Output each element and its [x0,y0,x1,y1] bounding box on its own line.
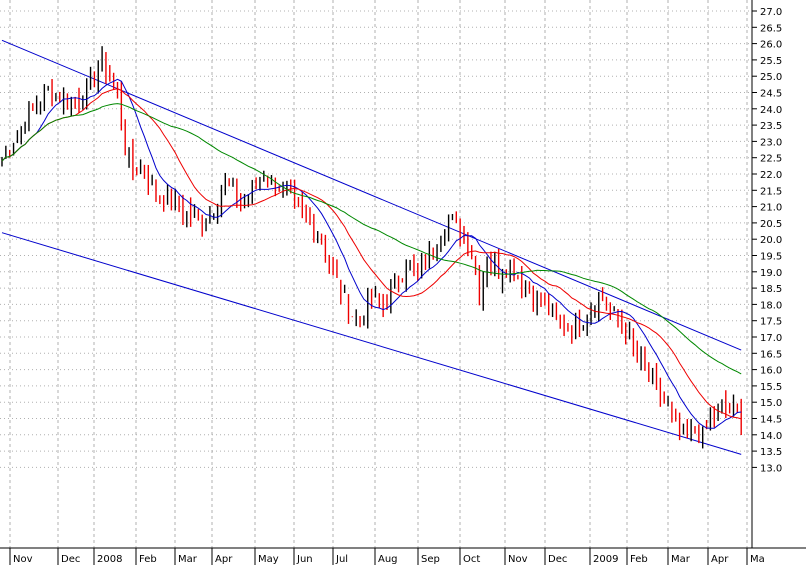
y-tick-label: 17.5 [760,317,782,328]
trend-line-lower [1,232,742,455]
y-tick-label: 19.0 [760,268,782,279]
y-tick-label: 26.0 [760,40,782,51]
y-tick-label: 16.0 [760,366,782,377]
y-tick-label: 24.5 [760,89,782,100]
moving-average-line [1,88,742,420]
x-tick-label: Nov [508,554,528,565]
x-tick-label: Mar [671,554,691,565]
y-tick-label: 20.0 [760,235,782,246]
x-tick-label: Dec [61,554,80,565]
x-tick-label: Ma [750,554,765,565]
y-tick-label: 13.5 [760,447,782,458]
y-tick-label: 15.0 [760,398,782,409]
y-tick-label: 25.5 [760,56,782,67]
x-tick-label: Apr [215,554,233,565]
trend-line-upper [1,39,742,351]
x-axis-ticks: Nov Dec 2008 Feb Mar Apr May Jun Jul Aug Sep Oct Nov… [9,548,765,565]
y-tick-label: 14.0 [760,431,782,442]
x-tick-label: Feb [139,554,157,565]
y-tick-label: 13.0 [760,463,782,474]
y-tick-label: 21.0 [760,203,782,214]
y-tick-label: 18.0 [760,300,782,311]
moving-averages [1,78,742,429]
x-tick-label: Nov [13,554,33,565]
y-tick-label: 20.5 [760,219,782,230]
y-tick-label: 27.0 [760,7,782,18]
moving-average-line [1,103,742,375]
y-tick-label: 15.5 [760,382,782,393]
y-tick-label: 22.5 [760,154,782,165]
x-tick-label: Jul [335,554,348,565]
y-tick-label: 26.5 [760,23,782,34]
x-tick-label: Apr [711,554,729,565]
y-tick-label: 22.0 [760,170,782,181]
y-tick-label: 23.0 [760,137,782,148]
y-tick-label: 23.5 [760,121,782,132]
x-tick-label: Jun [296,554,313,565]
x-tick-label: Aug [378,554,398,565]
y-tick-label: 25.0 [760,72,782,83]
y-tick-label: 16.5 [760,349,782,360]
x-tick-label: Feb [630,554,648,565]
x-tick-label: Mar [178,554,198,565]
x-tick-label: May [258,554,279,565]
y-tick-label: 21.5 [760,186,782,197]
x-tick-label: 2008 [97,554,122,565]
y-tick-label: 19.5 [760,252,782,263]
grid-lines [0,0,752,548]
y-axis-ticks: 13.0 13.5 14.0 14.5 15.0 15.5 16.0 16.5 17.0 17.5… [752,7,782,474]
x-tick-label: Dec [548,554,567,565]
y-tick-label: 14.5 [760,415,782,426]
x-tick-label: Sep [421,554,440,565]
y-tick-label: 17.0 [760,333,782,344]
trend-lines [1,39,742,455]
x-tick-label: 2009 [593,554,618,565]
moving-average-line [1,78,742,429]
y-tick-label: 18.5 [760,284,782,295]
x-tick-label: Oct [463,554,480,565]
axes [0,0,806,549]
y-tick-label: 24.0 [760,105,782,116]
